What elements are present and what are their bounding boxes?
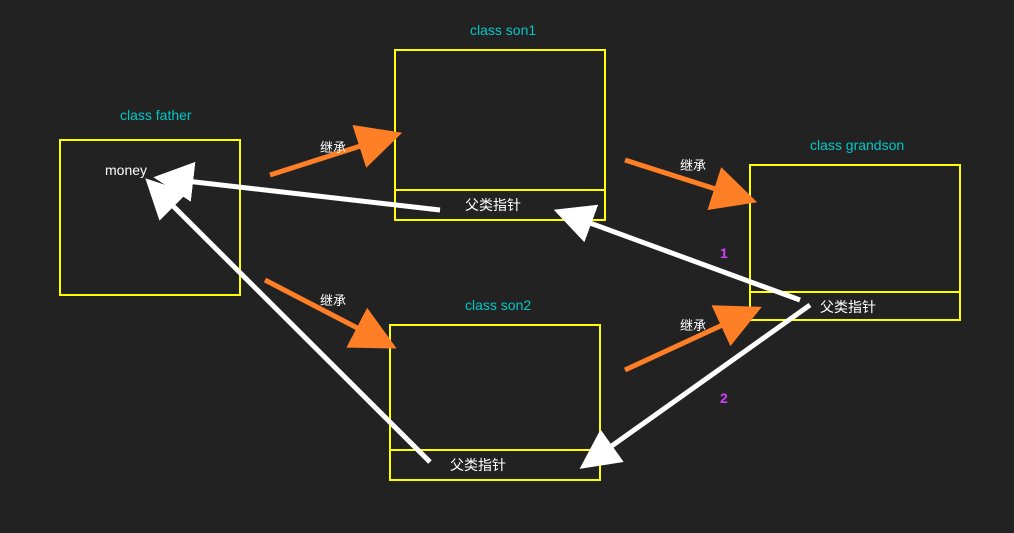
diagram-canvas: class father money class son1 父类指针 class… xyxy=(0,0,1014,533)
node-grandson-title: class grandson xyxy=(810,137,904,153)
edge-son2-father: 继承 xyxy=(265,280,390,345)
edge-son2-ptr xyxy=(150,183,430,462)
node-son2-title: class son2 xyxy=(465,297,531,313)
edge-grandson-ptr1: 1 xyxy=(560,212,800,300)
edge-son1-father-label: 继承 xyxy=(320,140,346,155)
node-father-member: money xyxy=(105,162,147,178)
edge-son2-father-line xyxy=(265,280,390,345)
edge-grandson-son1: 继承 xyxy=(625,158,750,200)
node-father: class father money xyxy=(60,107,240,295)
node-son2-member: 父类指针 xyxy=(450,457,506,473)
edge-grandson-ptr2-num: 2 xyxy=(720,390,728,406)
inherit-edges: 继承 继承 继承 继承 xyxy=(265,135,755,370)
edge-grandson-ptr1-line xyxy=(560,212,800,300)
edge-grandson-ptr1-num: 1 xyxy=(720,245,728,261)
edge-grandson-son1-label: 继承 xyxy=(680,158,706,173)
edge-son1-father: 继承 xyxy=(270,135,395,175)
node-father-box xyxy=(60,140,240,295)
node-son1-title: class son1 xyxy=(470,22,536,38)
node-father-title: class father xyxy=(120,107,192,123)
node-son1-member: 父类指针 xyxy=(465,197,521,213)
edge-son2-father-label: 继承 xyxy=(320,293,346,308)
node-grandson-member: 父类指针 xyxy=(820,299,876,315)
node-grandson-box xyxy=(750,165,960,320)
edge-grandson-son2-label: 继承 xyxy=(680,318,706,333)
node-son1-box xyxy=(395,50,605,220)
node-son1: class son1 父类指针 xyxy=(395,22,605,220)
pointer-edges: 1 2 xyxy=(150,178,810,465)
edge-son1-ptr xyxy=(160,178,440,210)
